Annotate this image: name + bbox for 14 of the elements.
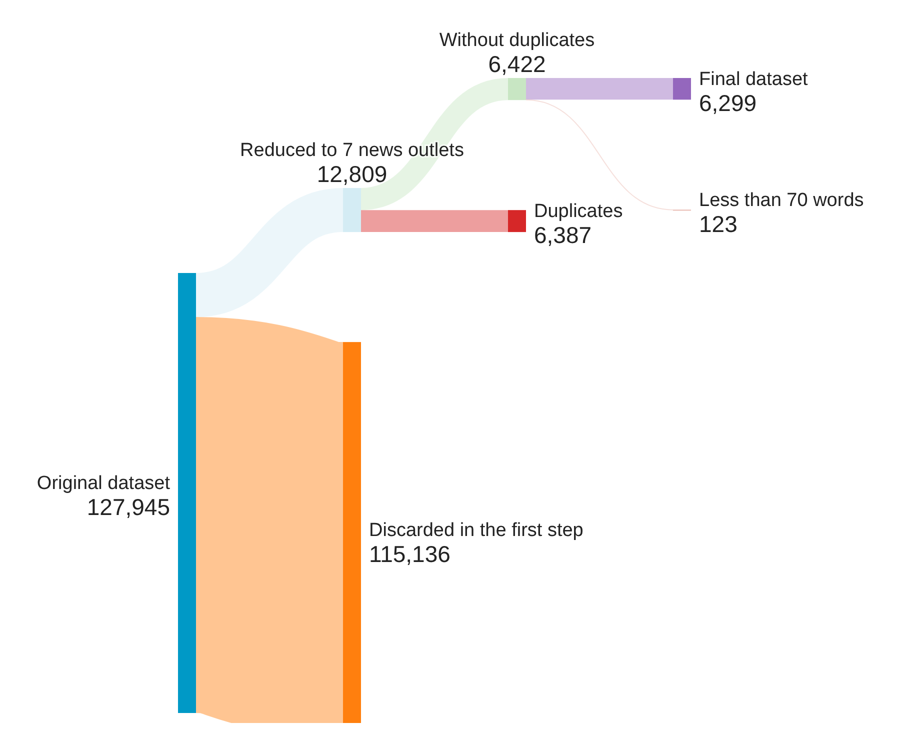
category-label: Original dataset xyxy=(36,473,171,494)
category-label: Duplicates xyxy=(534,201,623,222)
category-label: Final dataset xyxy=(699,68,809,90)
data-label: 115,136 xyxy=(369,541,450,568)
data-label: 127,945 xyxy=(86,494,170,520)
data-label: 6,387 xyxy=(534,222,592,248)
category-label: Less than 70 words xyxy=(699,190,864,211)
data-label: 6,299 xyxy=(699,90,757,116)
category-label: Reduced to 7 news outlets xyxy=(240,140,464,161)
data-label: 6,422 xyxy=(488,51,546,77)
category-label: Discarded in the first step xyxy=(369,520,584,542)
data-label: 12,809 xyxy=(316,161,388,187)
category-label: Without duplicates xyxy=(439,30,595,51)
data-label: 123 xyxy=(699,210,738,237)
